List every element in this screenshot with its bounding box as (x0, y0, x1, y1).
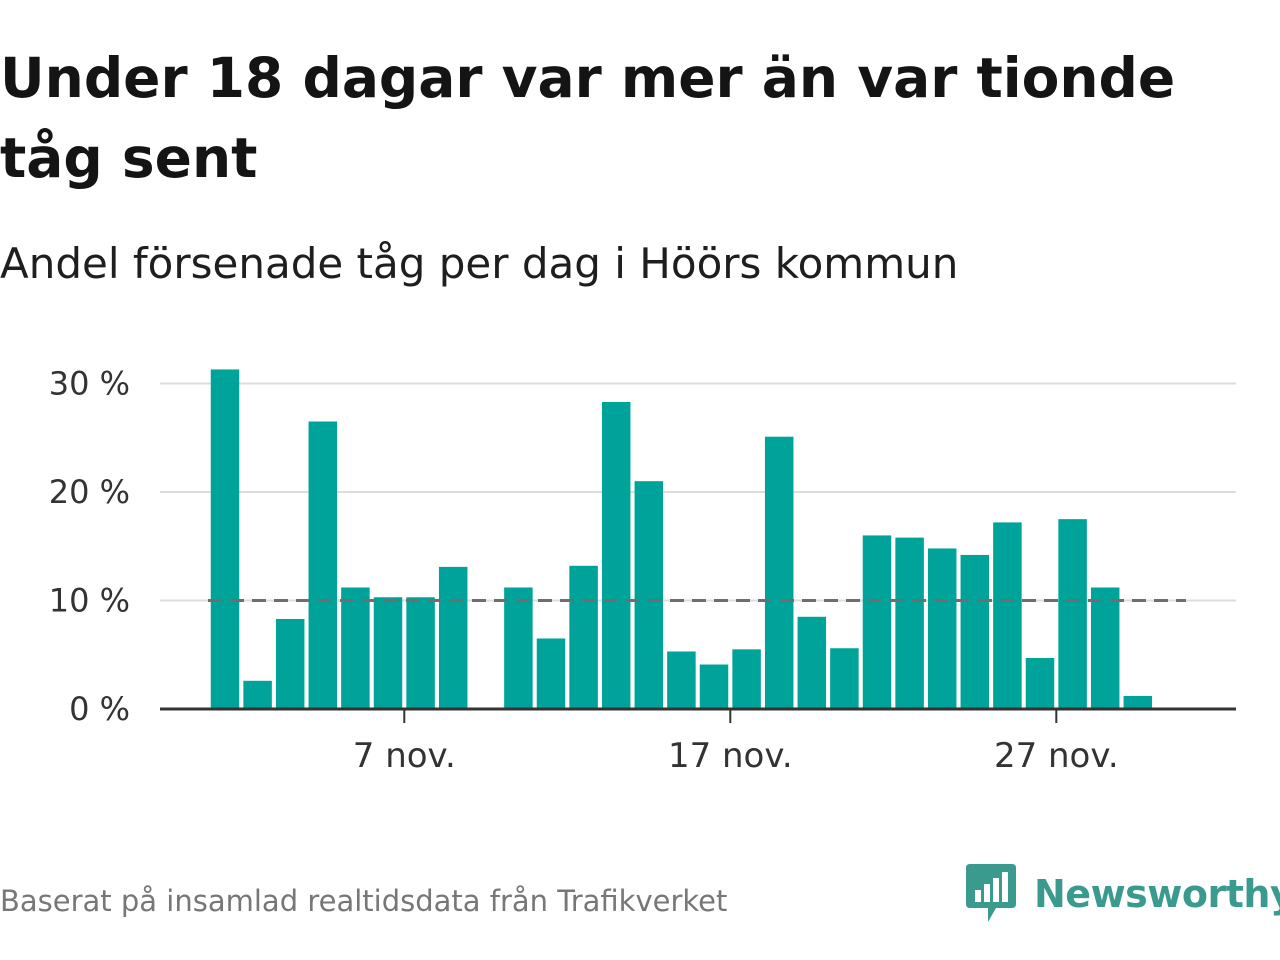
bar (536, 638, 566, 709)
bar (601, 401, 631, 709)
bar (634, 481, 664, 709)
x-tick-label: 17 nov. (668, 736, 793, 776)
chart-subtitle: Andel försenade tåg per dag i Höörs komm… (0, 239, 959, 288)
bar (438, 566, 468, 709)
bar (732, 649, 761, 709)
brand-name: Newsworthy (1034, 872, 1280, 916)
brand-logo: Newsworthy (966, 864, 1280, 924)
bar (764, 436, 794, 709)
newsworthy-chart-bubble-icon (966, 864, 1016, 922)
bar (373, 597, 403, 709)
bar (243, 680, 272, 709)
source-note: Baserat på insamlad realtidsdata från Tr… (0, 884, 728, 918)
bar (862, 535, 892, 709)
bars (210, 369, 1153, 709)
bar (667, 651, 696, 709)
bar (1123, 695, 1153, 709)
bar (275, 618, 305, 709)
bar (308, 421, 338, 709)
bar (830, 648, 859, 709)
axes: 0 % 10 % 20 % 30 % 7 nov. 17 nov. 27 nov. (49, 365, 1236, 776)
bar (1025, 658, 1055, 709)
bar (406, 597, 435, 709)
chart-title: Under 18 dagar var mer än var tionde tåg… (0, 46, 1176, 190)
bar (341, 587, 370, 709)
x-tick-label: 7 nov. (353, 736, 456, 776)
x-tick-label: 27 nov. (994, 736, 1119, 776)
y-tick-label: 10 % (49, 582, 130, 620)
bar (569, 565, 598, 709)
bar (993, 522, 1022, 709)
y-tick-label: 0 % (69, 690, 130, 728)
bar (960, 554, 990, 709)
bar (895, 537, 924, 709)
bar (797, 616, 827, 709)
bar (1058, 519, 1087, 709)
y-tick-label: 30 % (49, 365, 130, 403)
y-tick-label: 20 % (49, 473, 130, 511)
bar (504, 587, 533, 709)
bar (927, 548, 957, 709)
bar-chart: 0 % 10 % 20 % 30 % 7 nov. 17 nov. 27 nov. (49, 365, 1236, 776)
bar (210, 369, 240, 709)
bar (1090, 587, 1120, 709)
bar (699, 664, 729, 709)
